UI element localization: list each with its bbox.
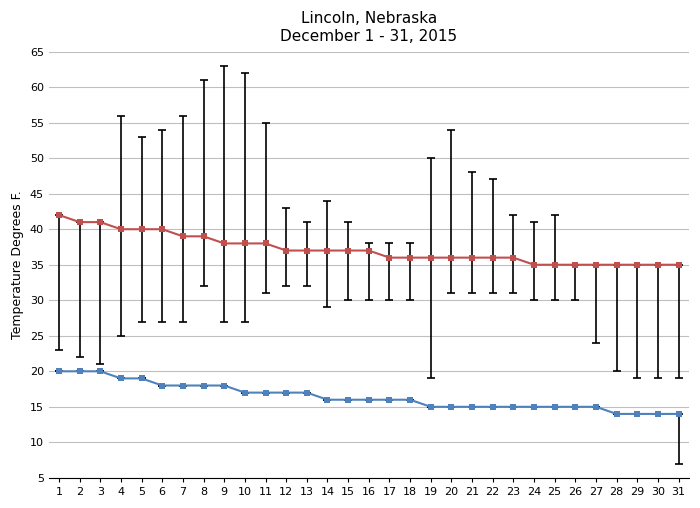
Y-axis label: Temperature Degrees F.: Temperature Degrees F. bbox=[11, 190, 24, 339]
Title: Lincoln, Nebraska
December 1 - 31, 2015: Lincoln, Nebraska December 1 - 31, 2015 bbox=[280, 11, 457, 44]
